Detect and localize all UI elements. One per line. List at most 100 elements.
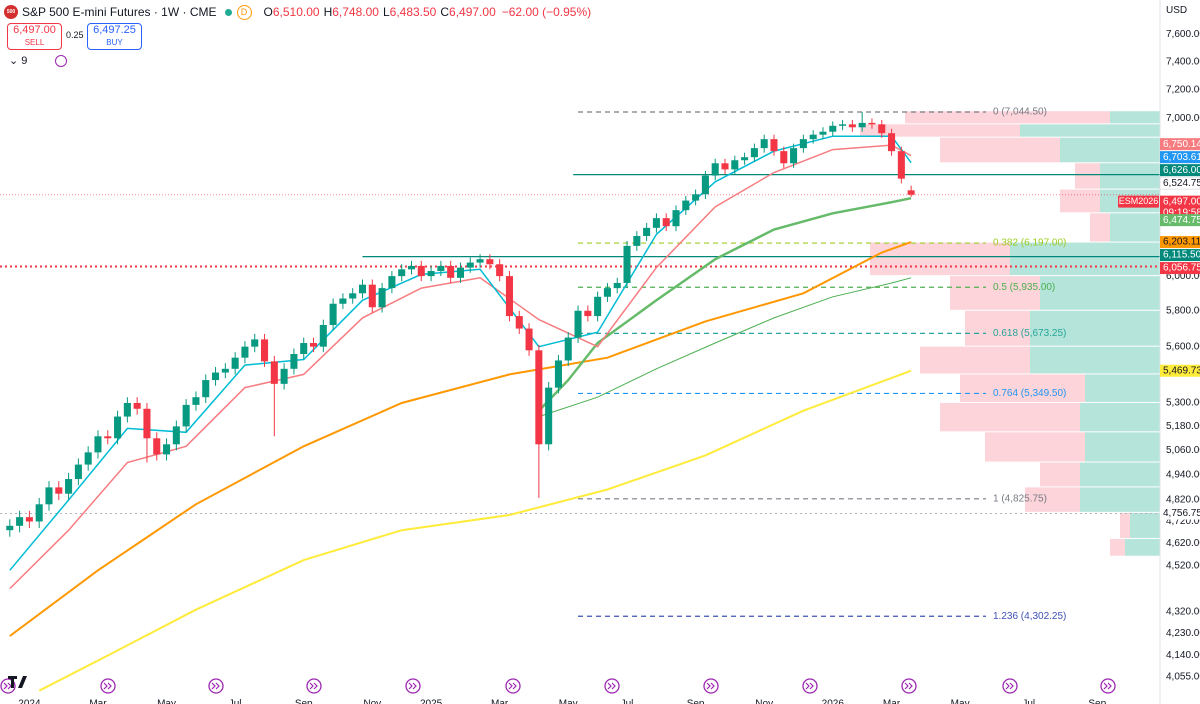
candle-body — [319, 324, 327, 347]
candle-body — [241, 346, 249, 358]
buy-button[interactable]: 6,497.25 BUY — [87, 23, 142, 50]
event-icon[interactable] — [901, 678, 917, 694]
fib-label: 1.236 (4,302.25) — [993, 611, 1066, 622]
candle-body — [584, 310, 592, 317]
event-icon-arrow — [706, 682, 715, 690]
candle-body — [231, 357, 239, 369]
ohlc-value: 6,497.00 — [449, 5, 496, 19]
indicators-toggle[interactable]: ⌄ 9 — [9, 54, 68, 67]
candle-body — [280, 368, 288, 384]
candle-body — [760, 139, 768, 149]
x-tick-label: Nov — [755, 699, 773, 704]
fib-label: 0.5 (5,935.00) — [993, 282, 1055, 293]
candle-body — [65, 479, 73, 494]
ohlc-key: H — [323, 5, 333, 19]
volume-up — [1080, 487, 1160, 512]
y-tick-label: 6,000.00 — [1166, 271, 1200, 282]
candle-body — [300, 343, 308, 354]
candle-body — [25, 517, 33, 522]
event-icon[interactable] — [306, 678, 322, 694]
y-tick-label: 5,060.00 — [1166, 445, 1200, 456]
candle-body — [515, 316, 523, 329]
indicator-icon[interactable] — [55, 54, 68, 67]
candle-body — [466, 262, 474, 268]
candle-body — [309, 343, 318, 347]
volume-up — [1030, 310, 1160, 346]
candle-body — [358, 284, 367, 294]
y-tick-label: 4,320.00 — [1166, 607, 1200, 618]
price-box — [1160, 262, 1200, 275]
event-icon[interactable] — [208, 678, 224, 694]
y-tick-label: 7,600.00 — [1166, 29, 1200, 40]
y-tick-label: 5,180.00 — [1166, 421, 1200, 432]
price-box — [1160, 364, 1200, 377]
ma-line — [38, 369, 912, 692]
price-axis — [1160, 0, 1200, 704]
volume-up — [1130, 512, 1160, 538]
volume-down — [985, 432, 1085, 462]
candle-body — [329, 303, 337, 325]
candle-body — [505, 276, 513, 317]
candle-body — [809, 134, 817, 140]
event-icon[interactable] — [703, 678, 719, 694]
candle-body — [741, 157, 749, 161]
ohlc-key: L — [382, 5, 390, 19]
event-icon[interactable] — [604, 678, 620, 694]
candle-body — [407, 265, 416, 270]
price-label: 6,474.75 — [1163, 215, 1200, 226]
sell-button[interactable]: 6,497.00 SELL — [7, 23, 62, 50]
volume-up — [1080, 402, 1160, 432]
event-icon[interactable] — [100, 678, 116, 694]
currency[interactable]: USD — [1166, 5, 1188, 16]
event-icon[interactable] — [405, 678, 421, 694]
candle-body — [692, 194, 700, 201]
event-icon[interactable] — [505, 678, 521, 694]
x-tick-label: Mar — [491, 699, 509, 704]
volume-down — [940, 137, 1060, 163]
candle-body — [182, 404, 190, 427]
candle-body — [427, 271, 435, 277]
x-tick-label: 2026 — [822, 699, 845, 704]
event-icon[interactable] — [1100, 678, 1116, 694]
candle-body — [897, 151, 905, 179]
event-icon[interactable] — [802, 678, 818, 694]
volume-down — [870, 242, 1010, 276]
event-icon[interactable] — [1002, 678, 1018, 694]
candle-body — [290, 353, 298, 369]
volume-up — [1085, 374, 1160, 402]
last-price-box — [1160, 195, 1200, 219]
volume-up — [1085, 432, 1160, 462]
volume-down — [965, 310, 1030, 346]
price-box — [1160, 507, 1200, 520]
volume-down — [1040, 462, 1080, 487]
candle-body — [662, 218, 670, 227]
candle-body — [829, 125, 837, 132]
candle-body — [486, 259, 494, 265]
price-label: 6,626.00 — [1163, 165, 1200, 176]
candle-body — [496, 264, 504, 277]
candle-body — [554, 360, 562, 388]
sell-price: 6,497.00 — [13, 24, 56, 36]
volume-down — [920, 346, 1030, 374]
candle-body — [535, 350, 543, 445]
fib-label: 0.764 (5,349.50) — [993, 388, 1066, 399]
candle-body — [907, 190, 915, 195]
symbol-title[interactable]: S&P 500 E-mini Futures · 1W · CME — [22, 5, 217, 19]
candle-body — [780, 151, 788, 164]
volume-down — [1090, 213, 1110, 242]
x-tick-label: Sep — [295, 699, 313, 704]
candle-body — [848, 124, 856, 128]
price-label: 6,750.14 — [1163, 139, 1200, 150]
volume-up — [1030, 346, 1160, 374]
price-box — [1160, 249, 1200, 262]
candle-body — [172, 426, 180, 445]
event-icon-arrow — [309, 682, 318, 690]
candle-body — [388, 276, 396, 289]
y-tick-label: 4,820.00 — [1166, 495, 1200, 506]
candle-body — [339, 298, 347, 304]
event-icon-arrow — [211, 682, 220, 690]
candle-body — [878, 124, 886, 134]
sell-label: SELL — [24, 38, 45, 47]
symbol-logo: 500 — [4, 5, 18, 19]
candle-body — [868, 122, 876, 125]
